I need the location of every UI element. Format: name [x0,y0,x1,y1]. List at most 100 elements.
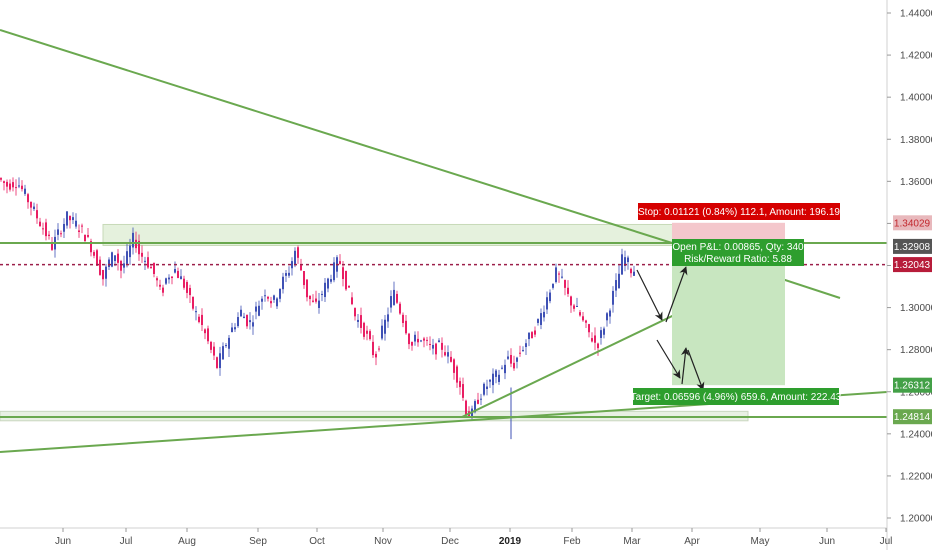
candle-body [306,279,308,298]
candle-body [354,308,356,317]
time-tick-label: Mar [623,536,641,547]
target-box[interactable]: Target: 0.06596 (4.96%) 659.6, Amount: 2… [631,388,842,405]
candle [369,329,371,341]
candle [120,259,122,279]
descending-trendline [0,29,673,244]
candle-body [582,316,584,321]
candle-body [552,283,554,288]
candle [105,263,107,287]
candle-body [525,343,527,348]
candle-body [507,356,509,359]
candle [153,262,155,278]
candle [408,332,410,350]
candle-body [453,359,455,373]
candle [615,273,617,297]
candle-body [375,353,377,358]
candle-body [234,327,236,330]
candle-body [390,296,392,308]
time-axis[interactable]: Jun Jul Aug Sep Oct Nov Dec 2019 Feb Mar Apr May Jun… [55,528,892,547]
candle-body [585,320,587,323]
time-tick-label: Jun [55,536,71,547]
candle-body [18,185,20,187]
candle [261,296,263,310]
candle [231,322,233,333]
projection-arrow [656,339,681,379]
candle-body [465,400,467,415]
candle [339,254,341,265]
candle-body [282,276,284,290]
candle-body [183,278,185,288]
candle [213,342,215,360]
candle-body [258,305,260,316]
candle [357,313,359,328]
candle [45,218,47,241]
candle [366,325,368,341]
price-tag-bg [893,215,932,231]
candle [498,369,500,385]
pnl-box[interactable]: Open P&L: 0.00865, Qty: 340 Risk/Reward … [672,239,804,266]
candle-body [90,241,92,253]
candle-body [168,277,170,280]
candle [420,339,422,343]
candle [204,328,206,340]
time-tick-label: Jun [819,536,835,547]
candle-body [444,352,446,356]
candle-body [531,332,533,339]
candle-body [279,288,281,299]
candle-body [123,263,125,268]
candle-body [60,233,62,235]
candle-body [342,267,344,280]
candle-body [72,217,74,221]
candle-body [24,188,26,194]
candle [273,294,275,303]
candle [600,326,602,345]
candle-body [546,297,548,310]
stop-box[interactable]: Stop: 0.01121 (0.84%) 112.1, Amount: 196… [638,203,840,220]
candle-body [321,293,323,295]
candle-body [270,301,272,304]
candle-body [420,340,422,342]
candle-body [126,251,128,264]
candle-body [171,276,173,279]
candle-body [156,278,158,281]
price-tag-label: 1.32908 [894,242,931,253]
price-tag-bg [893,377,932,393]
candle-body [594,335,596,343]
candle [486,379,488,396]
candle [156,276,158,287]
candle [60,230,62,238]
candle [531,331,533,339]
candle-body [189,287,191,296]
candle-body [15,187,17,189]
candle-body [120,260,122,271]
candle-body [213,346,215,356]
candle-body [312,300,314,302]
candle [198,314,200,324]
candle-body [177,270,179,278]
candle-body [273,295,275,300]
candle-body [330,279,332,282]
candle-body [48,234,50,236]
candle [567,280,569,297]
candle-body [138,240,140,255]
candle [360,307,362,334]
candle-body [27,194,29,203]
candle-body [33,206,35,210]
candle-body [570,296,572,306]
candle-body [96,250,98,266]
candle-body [243,316,245,319]
candle-body [597,343,599,349]
candle [48,230,50,240]
price-tick-label: 1.22000 [900,471,932,482]
candle-body [408,333,410,345]
candle-body [510,354,512,364]
candle-body [216,357,218,368]
candle [573,303,575,312]
candle-body [564,280,566,288]
projection-arrow [687,349,705,391]
target-label: Target: 0.06596 (4.96%) 659.6, Amount: 2… [631,392,842,403]
candle-body [114,255,116,262]
candle-body [108,259,110,267]
candle-body [432,344,434,349]
